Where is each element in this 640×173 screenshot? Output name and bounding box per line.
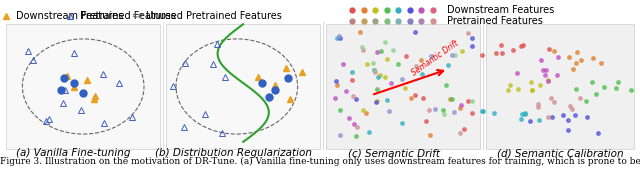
FancyBboxPatch shape — [486, 24, 634, 149]
Text: (b) Distribution Regularization: (b) Distribution Regularization — [155, 148, 312, 158]
Text: Pretrained Features: Pretrained Features — [447, 16, 543, 26]
Text: (a) Vanilla Fine-tuning: (a) Vanilla Fine-tuning — [17, 148, 131, 158]
FancyBboxPatch shape — [166, 24, 320, 149]
Text: Pretrained Features: Pretrained Features — [80, 11, 176, 21]
FancyBboxPatch shape — [6, 24, 160, 149]
Text: Figure 3. Illustration on the motivation of DR-Tune. (a) Vanilla fine-tuning onl: Figure 3. Illustration on the motivation… — [0, 157, 640, 166]
Text: Downstream Features: Downstream Features — [16, 11, 124, 21]
Text: Unused Pretrained Features: Unused Pretrained Features — [146, 11, 282, 21]
Text: Downstream Features: Downstream Features — [447, 5, 555, 15]
Text: (d) Semantic Calibration: (d) Semantic Calibration — [497, 148, 623, 158]
Text: (c) Semantic Drift: (c) Semantic Drift — [348, 148, 440, 158]
Text: Semantic Drift: Semantic Drift — [410, 39, 460, 78]
FancyBboxPatch shape — [326, 24, 480, 149]
